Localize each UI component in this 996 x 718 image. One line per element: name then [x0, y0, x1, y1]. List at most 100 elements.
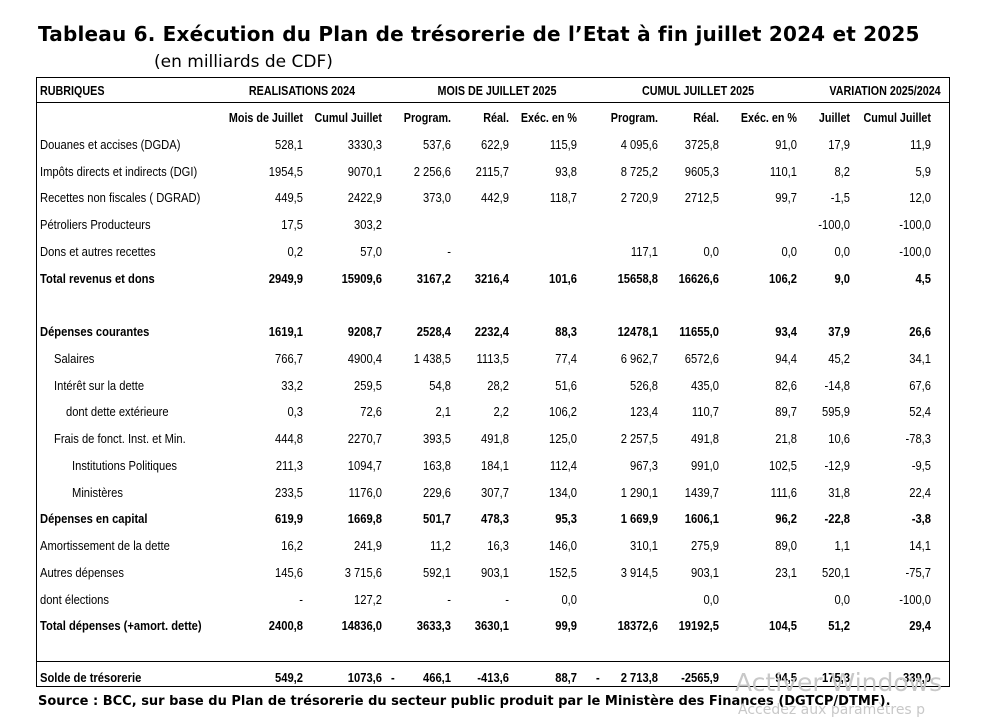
table-cell: 99,7 — [775, 190, 797, 205]
table-cell: 72,6 — [360, 404, 382, 419]
table-cell — [642, 216, 719, 234]
table-cell: 0,0 — [703, 244, 719, 259]
table-cell: 310,1 — [630, 538, 658, 553]
column-header: Exéc. en % — [520, 111, 577, 125]
table-cell: 442,9 — [481, 190, 509, 205]
row-label: Ministères — [72, 485, 123, 500]
table-cell: 1113,5 — [476, 351, 509, 366]
table-cell: 619,9 — [275, 511, 303, 526]
table-cell: 1 438,5 — [413, 351, 451, 366]
table-cell: 9208,7 — [347, 324, 382, 339]
table-cell: 435,0 — [691, 378, 719, 393]
table-cell: 526,8 — [630, 378, 658, 393]
row-label: Autres dépenses — [40, 565, 124, 580]
table-cell: 11,2 — [430, 538, 451, 553]
table-cell: 94,5 — [775, 670, 797, 685]
table-cell: 259,5 — [354, 378, 382, 393]
row-label: Douanes et accises (DGDA) — [40, 137, 181, 152]
table-cell: 2115,7 — [475, 164, 509, 179]
table-cell: 9,0 — [834, 271, 850, 286]
table-cell: 9605,3 — [684, 164, 719, 179]
table-cell: -1,5 — [830, 190, 850, 205]
table-cell: 3167,2 — [416, 271, 451, 286]
table-cell: 118,7 — [549, 190, 577, 205]
table-cell: 1619,1 — [268, 324, 303, 339]
table-cell: 275,9 — [691, 538, 719, 553]
table-cell: 134,0 — [549, 485, 577, 500]
table-cell: 93,4 — [775, 324, 797, 339]
table-cell: -9,5 — [911, 458, 931, 473]
table-cell: 82,6 — [775, 378, 797, 393]
table-cell: 52,4 — [909, 404, 931, 419]
table-cell: 29,4 — [909, 618, 931, 633]
table-cell: 18372,6 — [617, 618, 658, 633]
column-header: Mois de Juillet — [228, 111, 303, 125]
table-cell: 466,1 — [423, 670, 451, 685]
table-cell: 106,2 — [769, 271, 797, 286]
table-cell: 444,8 — [275, 431, 303, 446]
column-header: Réal. — [693, 111, 719, 125]
table-cell — [432, 243, 509, 261]
table-cell — [432, 216, 509, 234]
table-cell: 2949,9 — [268, 271, 303, 286]
table-cell: -14,8 — [824, 378, 850, 393]
table-cell: 592,1 — [423, 565, 451, 580]
table-cell: 96,2 — [775, 511, 797, 526]
table-cell: 145,6 — [275, 565, 303, 580]
table-cell: 2232,4 — [474, 324, 509, 339]
table-cell: 903,1 — [691, 565, 719, 580]
table-cell: 4900,4 — [347, 351, 382, 366]
table-cell: 11,9 — [910, 137, 931, 152]
table-cell: 31,8 — [828, 485, 850, 500]
table-cell: 10,6 — [828, 431, 850, 446]
table-cell: 0,0 — [834, 244, 850, 259]
row-label: Total dépenses (+amort. dette) — [40, 618, 202, 633]
solde-dash: - — [391, 670, 395, 685]
table-cell: 2270,7 — [347, 431, 382, 446]
column-header: Cumul Juillet — [314, 111, 382, 125]
table-cell: 0,0 — [703, 592, 719, 607]
table-cell: 766,7 — [275, 351, 303, 366]
table-cell: 110,1 — [769, 164, 797, 179]
table-cell: 6 962,7 — [620, 351, 658, 366]
header-variation: VARIATION 2025/2024 — [829, 84, 941, 98]
table-cell: -12,9 — [824, 458, 850, 473]
solde-dash: - — [596, 670, 600, 685]
table-cell: - — [447, 244, 451, 259]
table-cell: 102,5 — [769, 458, 797, 473]
table-cell: 99,9 — [555, 618, 577, 633]
table-cell: 903,1 — [481, 565, 509, 580]
table-cell: 125,0 — [549, 431, 577, 446]
table-cell: -2565,9 — [681, 670, 719, 685]
table-cell: 2,1 — [435, 404, 451, 419]
row-label: Institutions Politiques — [72, 458, 178, 473]
table-cell: 393,5 — [423, 431, 451, 446]
row-label: Amortissement de la dette — [40, 538, 170, 553]
header-realisations-2024: REALISATIONS 2024 — [248, 84, 356, 98]
table-cell: 0,0 — [781, 244, 797, 259]
table-cell: 28,2 — [487, 378, 509, 393]
table-cell: 12,0 — [909, 190, 931, 205]
table-cell: 2 720,9 — [620, 190, 658, 205]
table-cell: 110,7 — [691, 404, 719, 419]
table-cell: 57,0 — [360, 244, 382, 259]
table-cell: 241,9 — [354, 538, 382, 553]
column-header: Program. — [610, 111, 658, 125]
column-header: Juillet — [818, 111, 850, 125]
table-cell: 101,6 — [549, 271, 577, 286]
table-cell: 2 256,6 — [413, 164, 451, 179]
table-cell: - — [505, 592, 509, 607]
table-cell: 1176,0 — [348, 485, 382, 500]
table-cell: 19192,5 — [678, 618, 719, 633]
table-cell: 6572,6 — [684, 351, 719, 366]
table-cell: 2422,9 — [347, 190, 382, 205]
table-cell: 491,8 — [481, 431, 509, 446]
table-cell: 15658,8 — [617, 271, 658, 286]
table-cell: -339,0 — [899, 670, 931, 685]
header-divider — [37, 102, 949, 103]
table-cell: 127,2 — [354, 592, 382, 607]
table-cell: 15909,6 — [341, 271, 382, 286]
table-cell: 14,1 — [909, 538, 931, 553]
table-cell: 1,1 — [834, 538, 850, 553]
table-cell: 12478,1 — [617, 324, 658, 339]
